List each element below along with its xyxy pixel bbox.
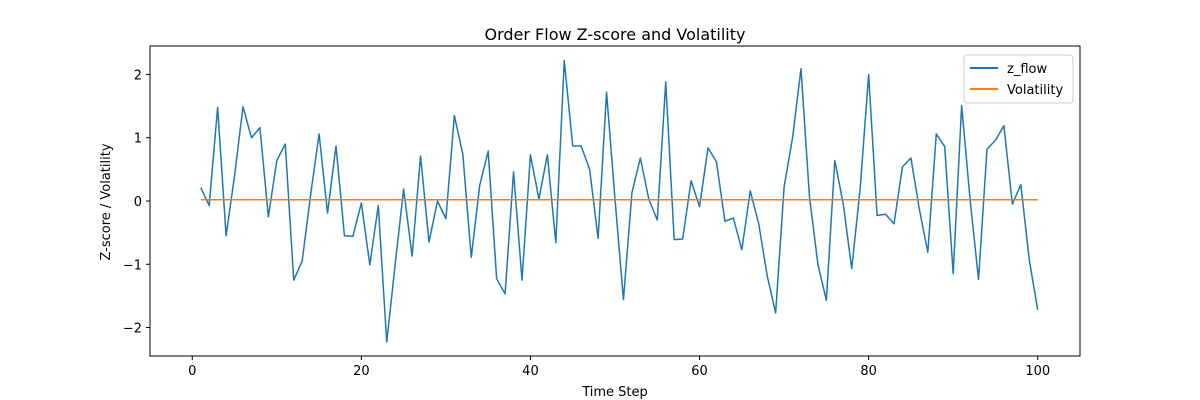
x-tick-label: 100 — [1025, 364, 1050, 379]
y-axis-label: Z-score / Volatility — [99, 143, 114, 260]
y-tick-label: 0 — [134, 195, 142, 210]
y-tick-label: 1 — [134, 132, 142, 147]
y-tick-label: −1 — [123, 258, 142, 273]
y-tick-label: 2 — [134, 68, 142, 83]
chart-title: Order Flow Z-score and Volatility — [485, 25, 746, 44]
plot-area: 0 20 40 60 80 100 −2 −1 0 1 2 — [123, 45, 1081, 379]
x-tick-label: 60 — [691, 364, 708, 379]
x-tick-label: 80 — [860, 364, 877, 379]
x-tick-label: 40 — [522, 364, 539, 379]
x-tick-label: 0 — [188, 364, 196, 379]
series-line-z-flow — [200, 59, 1039, 343]
legend-label: z_flow — [1007, 62, 1047, 77]
chart-legend: z_flow Volatility — [963, 54, 1074, 104]
x-axis-label: Time Step — [581, 385, 648, 400]
y-tick-label: −2 — [123, 322, 142, 337]
legend-label: Volatility — [1007, 83, 1063, 98]
x-tick-label: 20 — [353, 364, 370, 379]
